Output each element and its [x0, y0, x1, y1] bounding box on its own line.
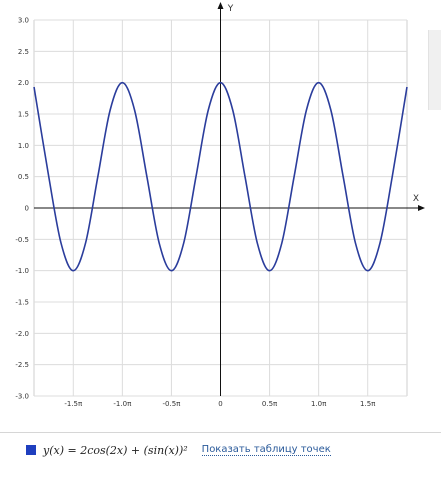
y-axis-label: Y [227, 4, 234, 14]
x-tick-label: 0 [218, 400, 222, 408]
x-axis-arrow-icon [418, 205, 425, 211]
legend-formula: y(x) = 2cos(2x) + (sin(x))² [43, 443, 188, 457]
x-tick-label: 1.5π [360, 400, 376, 408]
y-tick-label: -1.0 [15, 267, 29, 275]
y-axis-arrow-icon [217, 2, 224, 9]
x-tick-label: -0.5π [162, 400, 181, 408]
x-axis-label: X [413, 194, 419, 204]
series-line [33, 81, 408, 272]
show-table-link[interactable]: Показать таблицу точек [201, 444, 331, 456]
y-tick-label: -0.5 [15, 236, 29, 244]
y-tick-label: -3.0 [15, 393, 29, 401]
legend: y(x) = 2cos(2x) + (sin(x))² Показать таб… [26, 440, 331, 460]
legend-color-swatch [26, 445, 36, 455]
x-tick-label: -1.0π [113, 400, 132, 408]
y-tick-label: 1.5 [18, 111, 29, 119]
y-tick-label: 0 [25, 205, 29, 213]
y-tick-label: -1.5 [15, 299, 29, 307]
y-tick-label: 2.0 [18, 79, 29, 87]
y-tick-label: 3.0 [18, 17, 29, 25]
y-tick-label: 0.5 [18, 173, 29, 181]
y-tick-label: -2.0 [15, 330, 29, 338]
y-tick-label: -2.5 [15, 361, 29, 369]
x-tick-label: -1.5π [64, 400, 83, 408]
x-tick-label: 0.5π [262, 400, 278, 408]
chart-area: 3.0 2.5 2.0 1.5 1.0 0.5 0 -0.5 -1.0 -1.5 -2.0 -2.5 -… [0, 2, 441, 433]
x-tick-label: 1.0π [311, 400, 327, 408]
y-tick-label: 1.0 [18, 142, 29, 150]
function-plot: 3.0 2.5 2.0 1.5 1.0 0.5 0 -0.5 -1.0 -1.5 -2.0 -2.5 -… [15, 2, 425, 408]
side-scroll-strip [428, 30, 441, 110]
y-tick-label: 2.5 [18, 48, 29, 56]
